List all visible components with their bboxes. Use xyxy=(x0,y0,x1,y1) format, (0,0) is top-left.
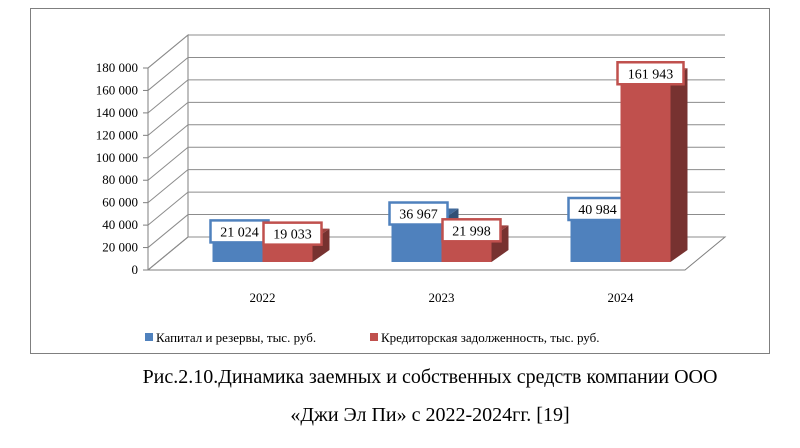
bar-side xyxy=(670,68,688,262)
y-tick-label: 180 000 xyxy=(96,60,138,75)
data-label-box xyxy=(441,218,502,243)
data-label-box xyxy=(616,61,685,86)
data-label: 19 033 xyxy=(273,228,312,243)
legend-entry: Капитал и резервы, тыс. руб. xyxy=(156,330,316,345)
x-tick-label: 2023 xyxy=(429,290,455,305)
legend-swatch xyxy=(145,333,153,341)
data-label: 40 984 xyxy=(578,203,617,218)
data-label: 161 943 xyxy=(628,67,674,82)
gridline xyxy=(147,146,725,181)
y-tick-label: 120 000 xyxy=(96,127,138,142)
bar xyxy=(620,80,671,262)
y-tick-label: 160 000 xyxy=(96,82,138,97)
y-tick-label: 40 000 xyxy=(102,217,138,232)
x-tick-label: 2024 xyxy=(608,290,635,305)
data-label-box xyxy=(388,201,449,226)
data-label-box xyxy=(262,221,323,246)
y-tick-label: 0 xyxy=(132,262,139,277)
gridline xyxy=(147,101,725,136)
x-tick-label: 2022 xyxy=(250,290,276,305)
data-label: 21 998 xyxy=(452,224,491,239)
y-tick-label: 20 000 xyxy=(102,240,138,255)
bar xyxy=(570,216,621,262)
figure-caption-line-2: «Джи Эл Пи» с 2022-2024гг. [19] xyxy=(290,404,570,426)
y-tick-label: 60 000 xyxy=(102,195,138,210)
legend-entry: Кредиторская задолженность, тыс. руб. xyxy=(381,330,599,345)
gridline xyxy=(147,214,725,248)
gridline xyxy=(147,79,725,114)
bar xyxy=(262,240,313,262)
gridline xyxy=(147,124,725,159)
bar xyxy=(212,238,263,262)
figure-caption-line-1: Рис.2.10.Динамика заемных и собственных … xyxy=(142,366,718,388)
gridline xyxy=(147,56,725,91)
gridline xyxy=(147,169,725,204)
y-tick-label: 100 000 xyxy=(96,150,138,165)
gridline xyxy=(147,191,725,226)
gridline xyxy=(147,34,725,69)
data-label: 36 967 xyxy=(399,208,438,223)
bar-chart: 0 20 000 40 000 60 000 80 000 100 000 120 000 1… xyxy=(96,33,727,345)
legend-swatch xyxy=(370,333,378,341)
data-label: 21 024 xyxy=(220,225,259,240)
y-tick-label: 140 000 xyxy=(96,105,138,120)
y-tick-label: 80 000 xyxy=(102,172,138,187)
chart-frame xyxy=(30,8,770,354)
gridline xyxy=(147,236,725,271)
bar xyxy=(391,220,442,262)
